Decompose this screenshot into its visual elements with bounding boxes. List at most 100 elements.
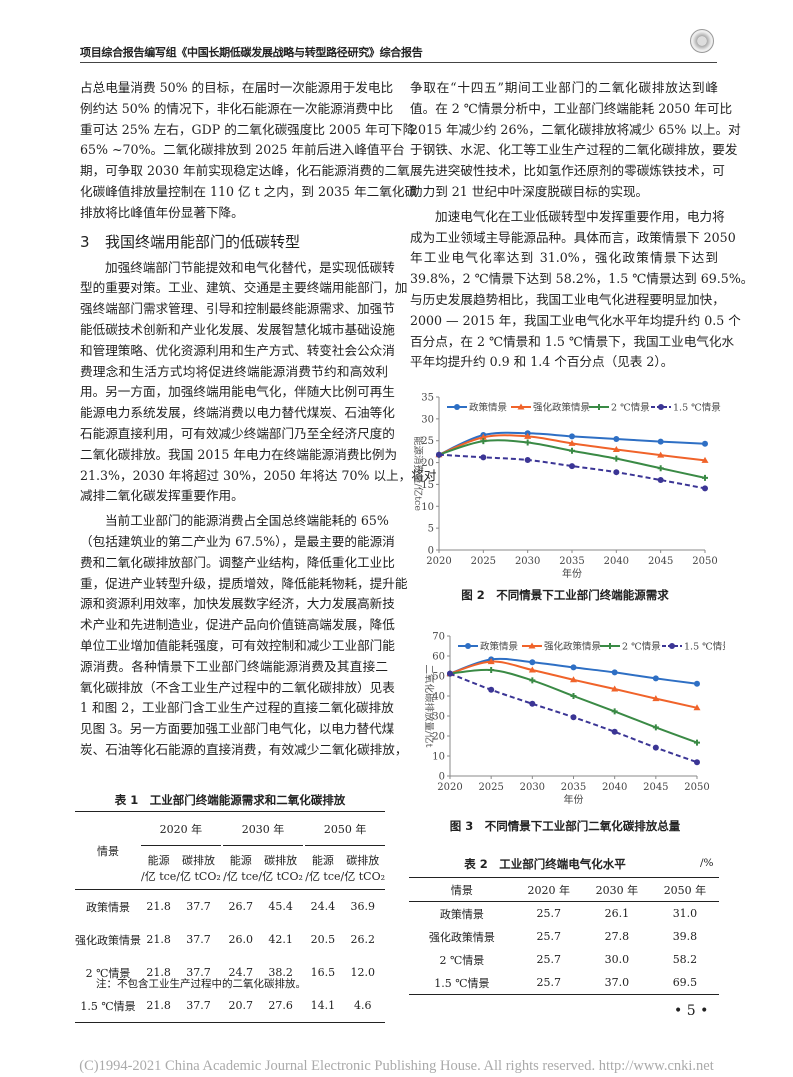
legend-label: 2 ℃情景 [611, 402, 650, 414]
data-point [613, 455, 620, 462]
text-line: 用。另一方面，加强终端用能电气化，伴随大比例可再生 [80, 384, 395, 400]
text-line: 重，促进产业转型升级，提质增效，降低能耗物耗，提升能 [80, 575, 408, 591]
header-rule [80, 62, 717, 63]
text-line: （包括建筑业的第二产业为 67.5%），是最主要的能源消 [80, 533, 395, 549]
y-tick-label: 25 [421, 436, 434, 447]
table1-note: 注：不包含工业生产过程中的二氧化碳排放。 [96, 978, 306, 990]
table-cell: 42.1 [268, 933, 293, 946]
data-point [569, 463, 575, 470]
data-point [488, 686, 495, 693]
data-point [701, 456, 709, 463]
copyright-footer: (C)1994-2021 China Academic Journal Elec… [79, 1058, 714, 1074]
data-point [570, 676, 577, 683]
data-point [524, 432, 532, 439]
text-line: 加速电气化在工业低碳转型中发挥重要作用，电力将 [435, 208, 725, 224]
y-tick-label: 10 [432, 752, 445, 763]
data-point [611, 669, 618, 676]
table-cell: 25.7 [536, 907, 562, 920]
row-label: 强化政策情景 [75, 933, 141, 947]
table1: 情景 2020 年 2030 年 2050 年 能源/亿 tce 碳排放/亿 t… [75, 811, 385, 1023]
table-row: 强化政策情景 21.8 37.7 26.0 42.1 20.5 26.2 [75, 923, 385, 956]
text-line: 成为工业领域主导能源品种。具体而言，政策情景下 2050 [410, 229, 736, 245]
row-label: 1.5 ℃情景 [434, 976, 490, 990]
text-line: 二氧化碳排放。我国 2015 年电力在终端能源消费比例为 [80, 446, 398, 462]
series-line [438, 439, 706, 479]
y-tick-label: 20 [432, 732, 445, 743]
table-cell: 14.1 [310, 999, 336, 1012]
table-cell: 30.0 [604, 953, 630, 966]
text-line: 费和二氧化碳排放部门。调整产业结构，降低重化工业比 [80, 554, 395, 570]
data-point [569, 447, 575, 454]
table1-caption: 表 1 工业部门终端能源需求和二氧化碳排放 [114, 793, 346, 807]
legend-marker [528, 642, 536, 649]
text-line: 占总电量消费 50% 的目标，在届时一次能源用于发电比 [80, 80, 394, 95]
table-cell: 26.2 [350, 933, 376, 946]
table-cell: 20.5 [310, 933, 336, 946]
row-label: 政策情景 [439, 907, 484, 921]
y-tick-label: 15 [421, 480, 434, 491]
table2-header: 情景 [450, 883, 473, 897]
table-cell: 37.7 [186, 900, 211, 913]
table1-row-header: 情景 [97, 844, 119, 858]
data-point [612, 445, 620, 452]
text-line: 能源电力系统发展，终端消费以电力替代煤炭、石油等化 [80, 405, 395, 421]
data-point [702, 440, 708, 447]
x-tick-label: 2040 [604, 556, 629, 567]
text-line: 减排二氧化碳发挥重要作用。 [80, 488, 244, 504]
x-tick-label: 2050 [692, 556, 717, 567]
section-title: 我国终端用能部门的低碳转型 [105, 232, 301, 251]
data-point [694, 739, 700, 746]
data-point [652, 675, 659, 682]
paragraph: 加速电气化在工业低碳转型中发挥重要作用，电力将成为工业领域主导能源品种。具体而言… [410, 207, 753, 373]
data-point [611, 685, 619, 692]
legend-label: 1.5 ℃情景 [673, 402, 721, 414]
table-cell: 31.0 [672, 907, 698, 920]
text-line: 年工业电气化率达到 31.0%，强化政策情景下达到 [410, 250, 718, 266]
x-tick-label: 2030 [515, 556, 540, 567]
table-row: 2 ℃情景 21.8 37.7 24.7 38.2 16.5 12.0 [75, 956, 385, 989]
text-line: 强终端部门需求管理、引导和控制最终能源需求、加强节 [80, 301, 395, 317]
y-tick-label: 20 [421, 458, 434, 469]
text-line: 费理念和生活方式均将促进终端能源消费节约和高效利 [80, 363, 388, 379]
text-line: 加强终端部门节能提效和电气化替代，是实现低碳转 [105, 259, 395, 275]
table1-subheader: 碳排放/亿 tCO₂ [258, 853, 303, 883]
table-cell: 58.2 [672, 953, 698, 966]
data-point [524, 456, 531, 463]
text-line: 重可达 25% 左右，GDP 的二氧化碳强度比 2005 年可下降 [80, 121, 416, 137]
text-line: 2000 — 2015 年，我国工业电气化水平年均提升约 0.5 个 [410, 312, 741, 328]
x-axis-label: 年份 [562, 567, 582, 580]
text-line: 百分点，在 2 ℃情景和 1.5 ℃情景下，我国工业电气化水 [410, 333, 735, 349]
x-tick-label: 2050 [684, 782, 709, 793]
text-line: 化碳峰值排放量控制在 110 亿 t 之内，到 2035 年二氧化碳 [80, 183, 418, 199]
data-point [694, 680, 700, 687]
text-line: 见图 3。另一方面要加强工业部门电气化，以电力替代煤 [80, 721, 395, 737]
x-tick-label: 2035 [561, 782, 586, 793]
table-cell: 37.7 [186, 999, 211, 1012]
table-row: 政策情景 25.7 26.1 31.0 [409, 902, 719, 926]
data-point [529, 659, 536, 666]
legend-label: 强化政策情景 [544, 641, 601, 653]
table-cell: 38.2 [268, 966, 293, 979]
data-point [480, 438, 487, 445]
table-cell: 21.8 [146, 999, 171, 1012]
y-tick-label: 50 [432, 672, 445, 683]
table1-year: 2020 年 [141, 811, 221, 846]
text-line: 例约达 50% 的情况下，非化石能源在一次能源消费中比 [80, 100, 394, 116]
data-point [657, 451, 665, 458]
table1-subheader: 碳排放/亿 tCO₂ [340, 853, 385, 883]
legend-marker [454, 404, 460, 410]
row-label: 强化政策情景 [428, 930, 495, 944]
text-line: 能低碳技术创新和产业化发展、发展智慧化城市基础设施 [80, 321, 395, 337]
text-line: 2015 年减少约 26%，二氧化碳排放将减少 65% 以上。对 [410, 121, 741, 137]
table1-subheader: 能源/亿 tce [141, 853, 177, 883]
table2-header: 2030 年 [595, 883, 639, 897]
x-tick-label: 2020 [437, 782, 462, 793]
paragraph: 争取在“十四五”期间工业部门的二氧化碳排放达到峰 值。在 2 ℃情景分析中，工业部… [410, 78, 741, 203]
y-tick-label: 70 [432, 632, 445, 643]
legend-marker [669, 643, 675, 649]
table-cell: 21.8 [146, 966, 171, 979]
x-tick-label: 2040 [602, 782, 627, 793]
data-point [611, 728, 618, 735]
